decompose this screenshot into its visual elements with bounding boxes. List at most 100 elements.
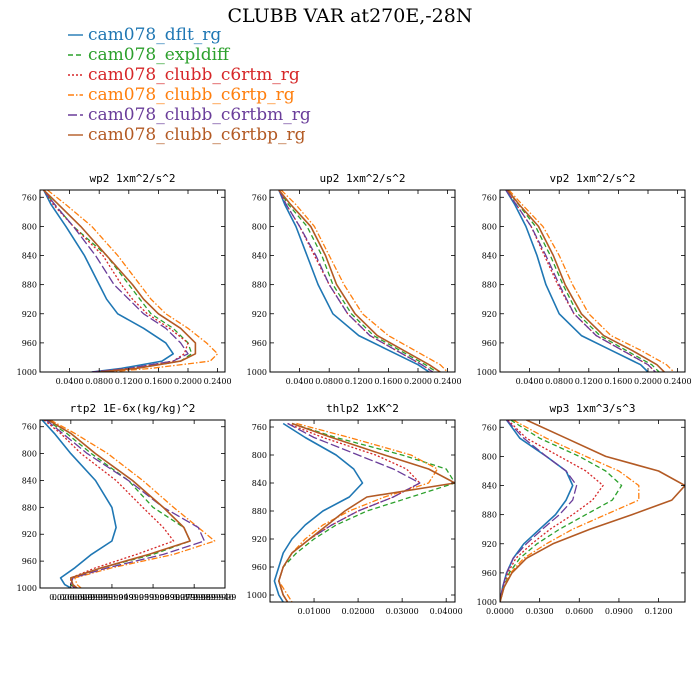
y-tick-label: 800 [482, 452, 497, 461]
series-line [505, 190, 656, 372]
x-tick-label: 0.0300 [526, 607, 554, 616]
x-tick-label: 0.0899999 [193, 593, 236, 602]
series-line [278, 190, 437, 372]
series-group [505, 190, 675, 372]
y-tick-label: 1000 [247, 591, 267, 600]
y-tick-label: 760 [252, 423, 267, 432]
figure-title: CLUBB VAR at270E,-28N [228, 5, 473, 27]
x-tick-label: 0.0800 [545, 377, 573, 386]
chart-panel: vp2 1xm^2/s^2 760 800 840 880 920 960 1000 0.040… [477, 172, 692, 386]
series-line [506, 190, 660, 372]
series-line [45, 420, 206, 588]
plot-frame [269, 189, 456, 373]
x-tick-label: 0.0400 [286, 377, 314, 386]
y-tick-label: 960 [482, 569, 497, 578]
y-tick-label: 760 [482, 193, 497, 202]
panel-title: rtp2 1E-6x(kg/kg)^2 [70, 402, 196, 415]
series-line [47, 420, 191, 588]
legend-entry: cam078_dflt_rg [88, 25, 221, 45]
series-line [505, 190, 649, 372]
x-tick-label: 0.2000 [634, 377, 662, 386]
series-group [278, 190, 449, 372]
series-line [277, 422, 455, 602]
y-tick-label: 920 [482, 310, 497, 319]
x-tick-label: 0.2000 [174, 377, 202, 386]
legend-entry: cam078_expldiff [88, 45, 231, 65]
chart-panel: wp3 1xm^3/s^3 760 800 840 880 920 960 10000.000… [477, 402, 686, 616]
y-tick-label: 840 [482, 482, 497, 491]
x-tick-label: 0.0900 [605, 607, 633, 616]
y-tick-label: 840 [252, 479, 267, 488]
panel-title: vp2 1xm^2/s^2 [549, 172, 635, 185]
y-tick-label: 760 [22, 193, 37, 202]
x-tick-label: 0.1600 [374, 377, 402, 386]
y-tick-label: 880 [22, 281, 37, 290]
chart-panel: up2 1xm^2/s^2 760 800 840 880 920 960 1000 0.040… [247, 172, 462, 386]
y-tick-label: 960 [252, 563, 267, 572]
plot-frame [499, 419, 686, 603]
x-tick-label: 0.0800 [315, 377, 343, 386]
y-tick-label: 920 [482, 540, 497, 549]
x-tick-label: 0.2400 [204, 377, 232, 386]
legend: cam078_dflt_rgcam078_expldiffcam078_club… [68, 25, 311, 145]
y-tick-label: 1000 [17, 368, 37, 377]
panel-title: wp3 1xm^3/s^3 [549, 402, 635, 415]
x-tick-label: 0.0000 [486, 607, 514, 616]
y-tick-label: 800 [22, 222, 37, 231]
y-tick-label: 960 [22, 557, 37, 566]
series-line [506, 190, 665, 372]
x-tick-label: 0.0399999 [90, 593, 133, 602]
y-tick-label: 880 [482, 281, 497, 290]
y-tick-label: 800 [482, 222, 497, 231]
y-tick-label: 960 [482, 339, 497, 348]
y-tick-label: 1000 [477, 368, 497, 377]
y-tick-label: 880 [252, 281, 267, 290]
x-tick-label: 0.0799999940 [175, 593, 234, 602]
x-tick-label: 0.0299999 [70, 593, 113, 602]
plot-frame [39, 419, 226, 589]
x-tick-label: 0.0699999 [152, 593, 195, 602]
x-tick-label: 0.1200 [645, 607, 673, 616]
x-tick-label: 0.0200000 [49, 593, 92, 602]
y-tick-label: 840 [22, 252, 37, 261]
legend-entry: cam078_clubb_c6rtbp_rg [88, 125, 306, 145]
chart-panel: rtp2 1E-6x(kg/kg)^2 760 800 840 880 920 960 100… [17, 402, 237, 602]
series-group [273, 422, 455, 602]
series-line [46, 190, 219, 372]
legend-entry: cam078_clubb_c6rtm_rg [88, 65, 300, 85]
y-tick-label: 800 [252, 451, 267, 460]
y-tick-label: 960 [252, 339, 267, 348]
x-tick-label: 0.02000 [342, 607, 375, 616]
legend-entry: cam078_clubb_c6rtbm_rg [88, 105, 311, 125]
series-line [43, 190, 189, 372]
series-line [278, 190, 430, 372]
series-line [278, 190, 441, 372]
plot-frame [499, 189, 686, 373]
x-tick-label: 0.2400 [664, 377, 692, 386]
x-tick-label: 0.04000 [430, 607, 463, 616]
y-tick-label: 840 [22, 476, 37, 485]
series-line [49, 420, 216, 588]
y-tick-label: 800 [22, 450, 37, 459]
x-tick-label: 0.2000 [404, 377, 432, 386]
series-group [500, 420, 685, 602]
y-tick-label: 1000 [247, 368, 267, 377]
series-line [41, 420, 117, 588]
x-tick-label: 0.2400 [434, 377, 462, 386]
x-tick-label: 0.0000999999 [52, 593, 111, 602]
x-tick-label: 0.1600 [604, 377, 632, 386]
x-tick-label: 0.0499999 [111, 593, 154, 602]
y-tick-label: 880 [252, 507, 267, 516]
x-tick-label: 0.03000 [386, 607, 419, 616]
x-tick-label: 0.1200 [345, 377, 373, 386]
series-line [273, 422, 364, 602]
series-line [43, 190, 197, 372]
y-tick-label: 920 [22, 530, 37, 539]
y-tick-label: 920 [252, 535, 267, 544]
y-tick-label: 760 [252, 193, 267, 202]
y-tick-label: 760 [22, 423, 37, 432]
x-tick-label: 0.0400 [56, 377, 84, 386]
y-tick-label: 1000 [17, 584, 37, 593]
y-tick-label: 1000 [477, 598, 497, 607]
